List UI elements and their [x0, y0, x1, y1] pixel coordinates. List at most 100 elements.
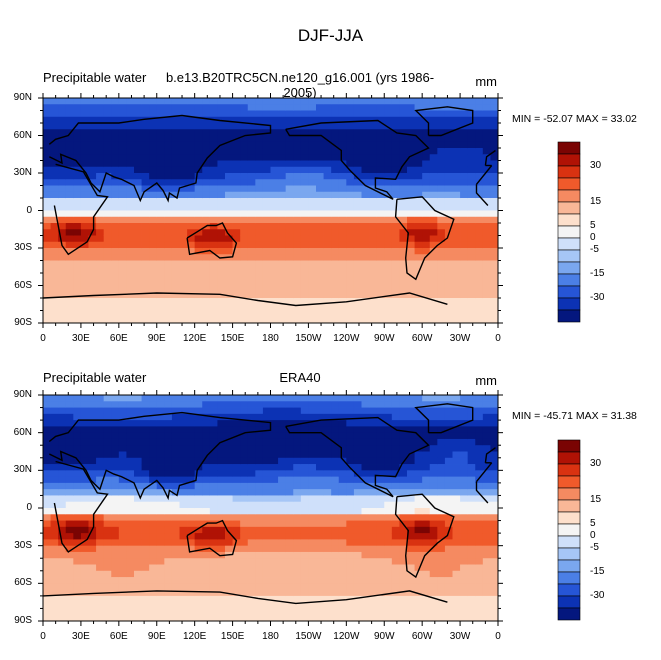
field-cell	[73, 316, 82, 324]
field-cell	[247, 116, 256, 124]
field-cell	[103, 298, 112, 305]
field-cell	[171, 185, 180, 193]
field-cell	[407, 407, 415, 415]
field-cell	[141, 229, 150, 236]
field-cell	[164, 558, 173, 565]
field-cell	[194, 260, 203, 268]
field-cell	[323, 438, 332, 446]
field-cell	[50, 260, 59, 268]
field-cell	[323, 564, 332, 572]
field-cell	[96, 254, 105, 261]
field-cell	[96, 608, 105, 616]
field-cell	[247, 539, 256, 547]
field-cell	[429, 123, 438, 130]
field-cell	[65, 291, 74, 299]
field-cell	[111, 426, 120, 434]
field-cell	[391, 401, 400, 408]
field-cell	[149, 198, 158, 205]
field-cell	[460, 589, 469, 597]
field-cell	[164, 273, 173, 280]
field-cell	[209, 564, 218, 572]
field-cell	[255, 179, 264, 186]
field-cell	[490, 476, 499, 484]
field-cell	[444, 198, 453, 205]
field-cell	[126, 291, 135, 299]
field-cell	[217, 533, 226, 540]
field-cell	[300, 501, 309, 509]
field-cell	[96, 154, 105, 161]
field-cell	[338, 614, 347, 622]
field-cell	[376, 420, 385, 427]
field-cell	[452, 216, 461, 224]
field-cell	[407, 482, 415, 490]
field-cell	[141, 110, 150, 118]
field-cell	[247, 98, 256, 105]
field-cell	[126, 241, 135, 249]
field-cell	[444, 98, 453, 105]
field-cell	[331, 273, 340, 280]
field-cell	[156, 476, 165, 484]
field-cell	[194, 316, 203, 324]
field-cell	[134, 438, 142, 446]
field-cell	[399, 166, 408, 174]
field-cell	[103, 223, 112, 230]
field-cell	[43, 266, 51, 274]
field-cell	[353, 298, 362, 305]
field-cell	[171, 141, 180, 149]
coastline	[484, 447, 496, 463]
field-cell	[118, 583, 127, 591]
x-tick-label: 150E	[220, 631, 245, 642]
field-cell	[65, 482, 74, 490]
field-cell	[141, 570, 150, 578]
field-cell	[156, 248, 165, 255]
field-cell	[65, 285, 74, 293]
colorbar-label: -5	[590, 542, 599, 553]
field-cell	[369, 426, 378, 434]
field-cell	[118, 110, 127, 118]
field-cell	[247, 254, 256, 261]
field-cell	[285, 539, 294, 547]
field-cell	[384, 514, 393, 521]
field-cell	[308, 470, 317, 478]
field-cell	[255, 395, 264, 402]
field-cell	[96, 241, 105, 249]
field-cell	[422, 470, 431, 478]
field-cell	[490, 413, 499, 421]
field-cell	[338, 570, 347, 578]
field-cell	[80, 533, 89, 540]
field-cell	[414, 476, 423, 484]
field-cell	[414, 470, 423, 478]
field-cell	[247, 229, 256, 236]
field-cell	[164, 413, 173, 421]
field-cell	[338, 110, 347, 118]
field-cell	[376, 110, 385, 118]
field-cell	[88, 135, 97, 143]
field-cell	[111, 438, 120, 446]
field-cell	[285, 279, 294, 286]
field-cell	[278, 438, 287, 446]
field-cell	[262, 501, 271, 509]
field-cell	[262, 583, 271, 591]
field-cell	[490, 501, 499, 509]
field-cell	[80, 558, 89, 565]
field-cell	[247, 123, 256, 130]
field-cell	[232, 501, 241, 509]
field-cell	[467, 401, 476, 408]
field-cell	[202, 185, 211, 193]
field-cell	[73, 501, 82, 509]
field-cell	[467, 248, 476, 255]
field-cell	[490, 154, 499, 161]
field-cell	[65, 316, 74, 324]
field-cell	[202, 489, 211, 496]
colorbar-label: 15	[590, 494, 602, 505]
field-cell	[407, 98, 415, 105]
field-cell	[278, 273, 287, 280]
field-cell	[475, 614, 484, 622]
field-cell	[58, 166, 67, 174]
field-cell	[399, 482, 408, 490]
field-cell	[407, 602, 415, 609]
field-cell	[376, 482, 385, 490]
field-cell	[179, 495, 188, 503]
field-cell	[65, 241, 74, 249]
field-cell	[361, 160, 370, 168]
